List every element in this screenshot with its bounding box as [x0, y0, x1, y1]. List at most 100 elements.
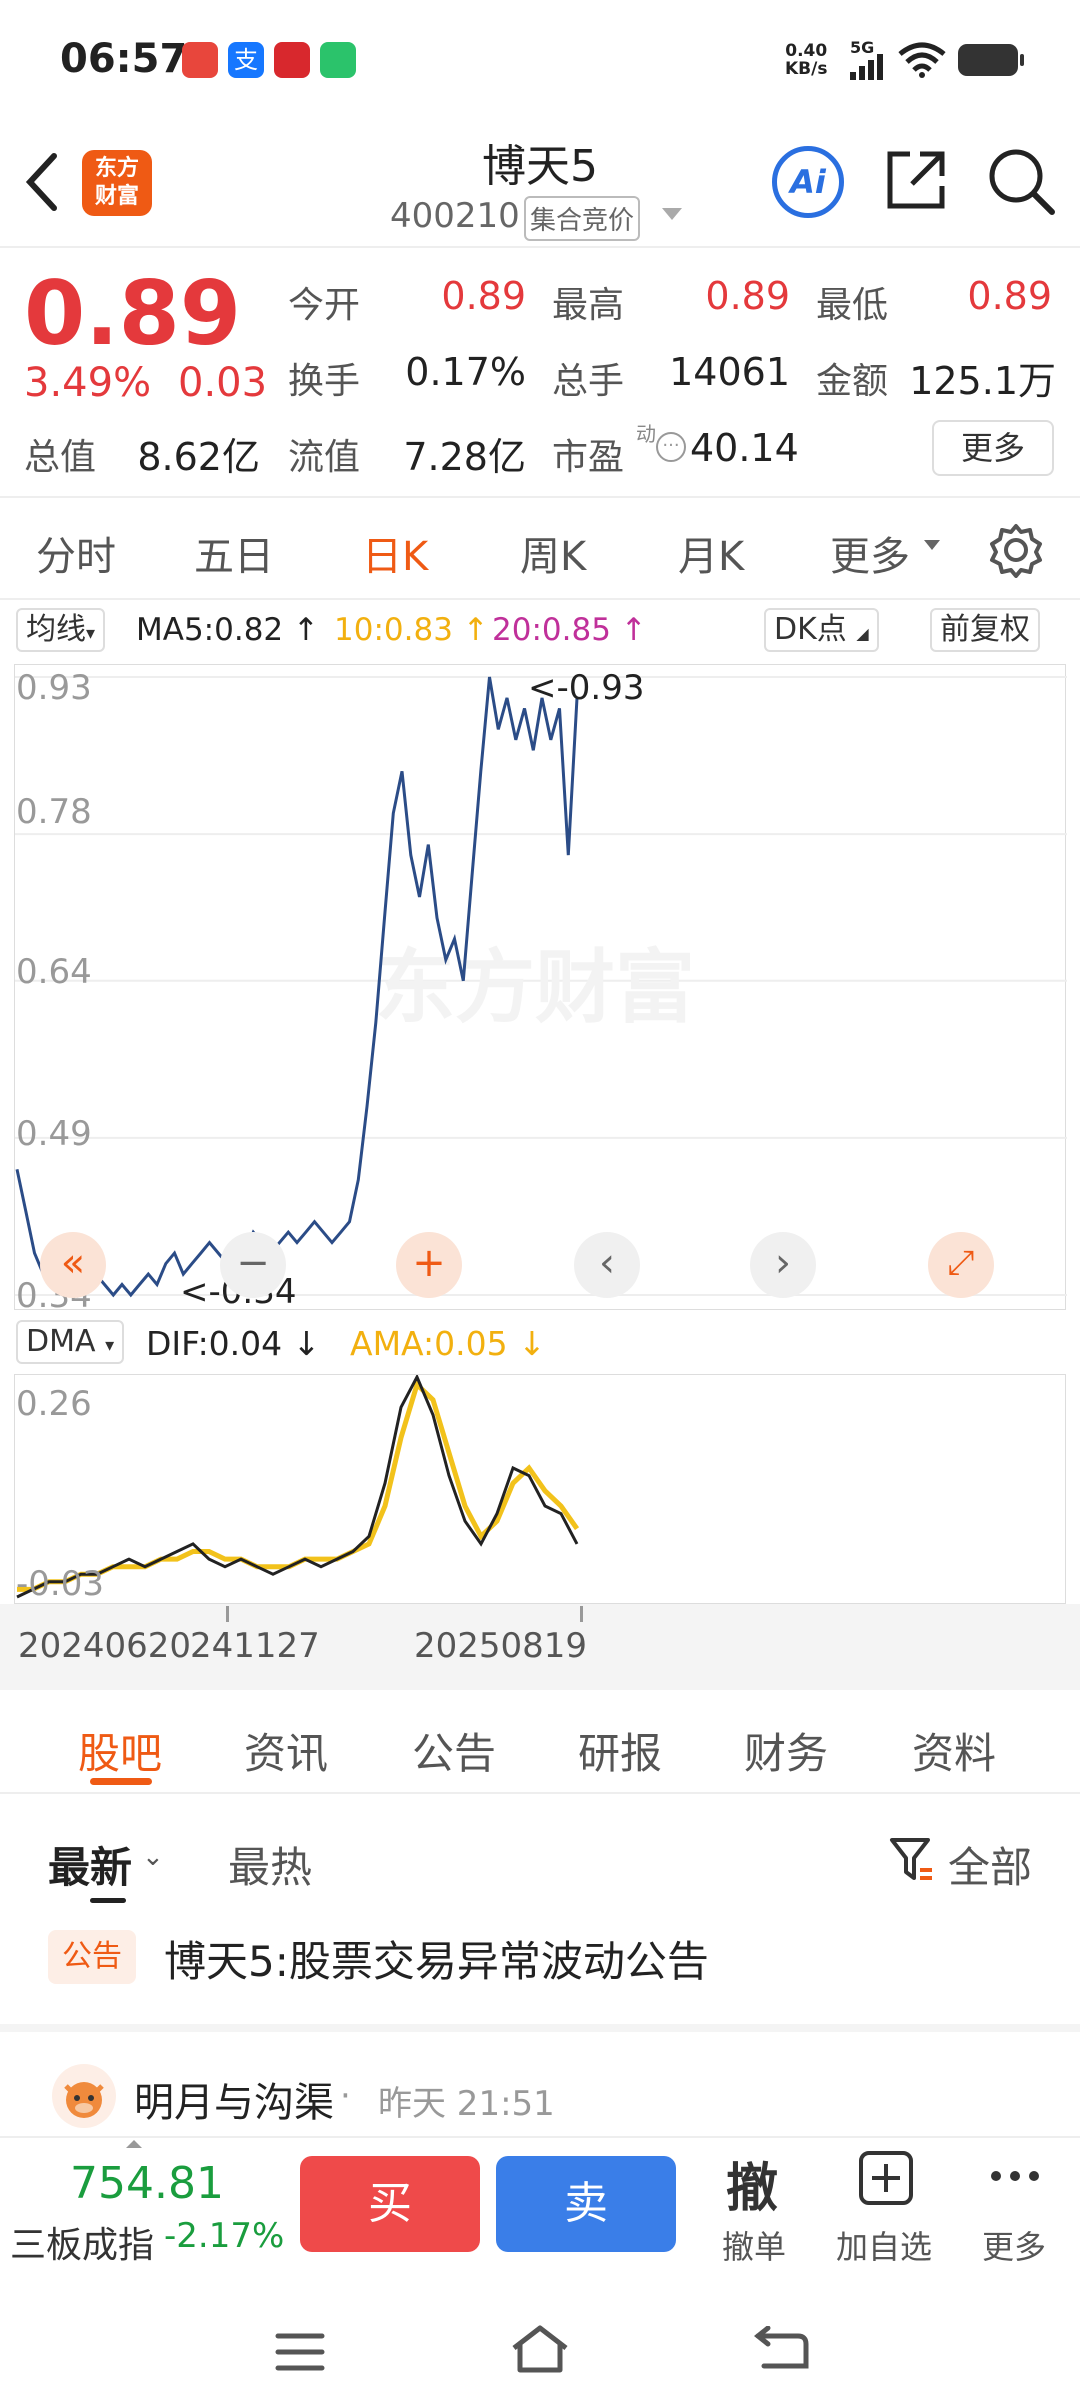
quote-more-button[interactable]: 更多 [932, 420, 1054, 476]
tab-five-day[interactable]: 五日 [194, 534, 274, 580]
auction-tag[interactable]: 集合竞价 [524, 196, 641, 241]
dif-line [16, 1375, 579, 1599]
back-icon[interactable] [22, 152, 62, 212]
ama-value: AMA:0.05 ↓ [350, 1324, 546, 1363]
y-tick-3: 0.49 [16, 1114, 92, 1154]
net-speed-unit: KB/s [785, 59, 828, 79]
rewind-button[interactable]: « [40, 1232, 106, 1298]
dma-chart[interactable] [14, 1374, 1066, 1604]
zoom-in-button[interactable]: + [396, 1232, 462, 1298]
index-value[interactable]: 754.81 [70, 2158, 224, 2209]
tab-forum[interactable]: 股吧 [78, 1729, 163, 1778]
dma-svg [16, 1375, 580, 1599]
more-dots-icon[interactable]: ··· [656, 432, 686, 462]
filter-all[interactable]: 全部 [948, 1843, 1033, 1892]
arrow-down-icon: ↓ [292, 1324, 321, 1363]
avatar[interactable] [52, 2064, 116, 2128]
buy-button[interactable]: 买 [300, 2156, 480, 2252]
ai-assistant-button[interactable]: Ai [772, 146, 844, 218]
notice-tag: 公告 [48, 1930, 136, 1984]
share-icon[interactable] [884, 148, 948, 212]
tab-intraday[interactable]: 分时 [36, 534, 116, 580]
fullscreen-button[interactable]: ⤢ [928, 1232, 994, 1298]
add-watchlist-icon[interactable] [858, 2150, 914, 2206]
search-icon[interactable] [986, 146, 1056, 216]
float-value: 7.28亿 [403, 435, 526, 479]
gear-icon[interactable] [988, 522, 1044, 578]
cancel-order-icon[interactable]: 撤 [726, 2159, 779, 2219]
more-label[interactable]: 更多 [982, 2228, 1047, 2266]
menu-icon[interactable] [274, 2332, 326, 2372]
filter-underline [90, 1898, 126, 1903]
ma10-value: 10:0.83 ↑ [334, 612, 489, 648]
arrow-up-icon: ↑ [462, 612, 489, 648]
tab-profile[interactable]: 资料 [912, 1729, 997, 1778]
adjust-button[interactable]: 前复权 [930, 608, 1040, 652]
sell-button[interactable]: 卖 [496, 2156, 676, 2252]
float-label: 流值 [288, 437, 361, 478]
net-speed-value: 0.40 [785, 41, 828, 61]
filter-latest[interactable]: 最新 [48, 1843, 133, 1892]
tab-research[interactable]: 研报 [578, 1729, 663, 1778]
open-label: 今开 [288, 285, 361, 326]
arrow-down-icon: ↓ [518, 1324, 546, 1363]
battery-icon [958, 44, 1024, 76]
chevron-up-icon[interactable] [126, 2140, 142, 2148]
zoom-out-button[interactable]: − [220, 1232, 286, 1298]
ma-selector[interactable]: 均线▾ [16, 608, 106, 652]
turnover-value: 0.17% [405, 350, 526, 394]
status-bar: 06:57 支 0.40 KB/s 5G [0, 0, 1080, 120]
chevron-down-icon[interactable]: ⌄ [142, 1842, 164, 1872]
filter-icon[interactable] [888, 1836, 934, 1884]
ama-line [17, 1379, 580, 1592]
add-watchlist-label[interactable]: 加自选 [836, 2228, 933, 2266]
x-tick-1: 241127 [190, 1626, 320, 1666]
prev-button[interactable]: ‹ [574, 1232, 640, 1298]
logo-line1: 东方 [94, 156, 139, 181]
more-icon[interactable] [988, 2168, 1042, 2184]
dk-point-button[interactable]: DK点 ◢ [764, 608, 879, 652]
date-axis [0, 1604, 1080, 1690]
tab-monthly-k[interactable]: 月K [678, 534, 745, 580]
header-divider [0, 246, 1080, 248]
kline-chart[interactable]: 东方财富 [14, 664, 1067, 1310]
x-tick-2: 20250819 [414, 1626, 588, 1666]
signal-icon [850, 54, 883, 80]
tab-more[interactable]: 更多 [830, 534, 910, 580]
cancel-order-label[interactable]: 撤单 [722, 2228, 787, 2266]
status-time: 06:57 [60, 36, 188, 82]
home-icon[interactable] [508, 2322, 572, 2376]
index-name[interactable]: 三板成指 [10, 2225, 155, 2266]
price-line [15, 676, 579, 1298]
filter-hot[interactable]: 最热 [228, 1843, 313, 1892]
logo-line2: 财富 [94, 184, 139, 209]
system-nav-bar [0, 2272, 1080, 2400]
y-tick-2: 0.64 [16, 952, 92, 992]
back-nav-icon[interactable] [754, 2326, 810, 2374]
dma-selector[interactable]: DMA ▾ [16, 1320, 125, 1364]
index-change: -2.17% [164, 2216, 285, 2256]
ma20-label: 20:0.85 [492, 612, 611, 648]
tab-announcements[interactable]: 公告 [412, 1729, 497, 1778]
change-percent: 3.49% [24, 360, 152, 406]
arrow-up-icon: ↑ [293, 612, 319, 648]
dma-selector-label: DMA [26, 1324, 96, 1359]
stock-code: 400210 [390, 196, 520, 236]
chevron-down-icon[interactable] [662, 208, 682, 220]
notice-title[interactable]: 博天5:股票交易异常波动公告 [164, 1937, 709, 1986]
post-username[interactable]: 明月与沟渠 [134, 2080, 334, 2126]
pe-value: 40.14 [690, 426, 799, 470]
tab-daily-k[interactable]: 日K [362, 534, 429, 580]
tab-news[interactable]: 资讯 [244, 1729, 329, 1778]
eastmoney-logo: 东方 财富 [82, 150, 152, 216]
dif-label: DIF:0.04 [146, 1324, 283, 1363]
tabs-divider [0, 598, 1080, 600]
feed-divider [0, 2024, 1080, 2032]
tab-finance[interactable]: 财务 [744, 1729, 829, 1778]
pe-label: 市盈 [552, 437, 625, 478]
x-tick-0: 20240620 [18, 1626, 192, 1666]
chevron-down-icon[interactable] [924, 540, 940, 550]
ma10-label: 10:0.83 [334, 612, 453, 648]
tab-weekly-k[interactable]: 周K [520, 534, 587, 580]
next-button[interactable]: › [750, 1232, 816, 1298]
